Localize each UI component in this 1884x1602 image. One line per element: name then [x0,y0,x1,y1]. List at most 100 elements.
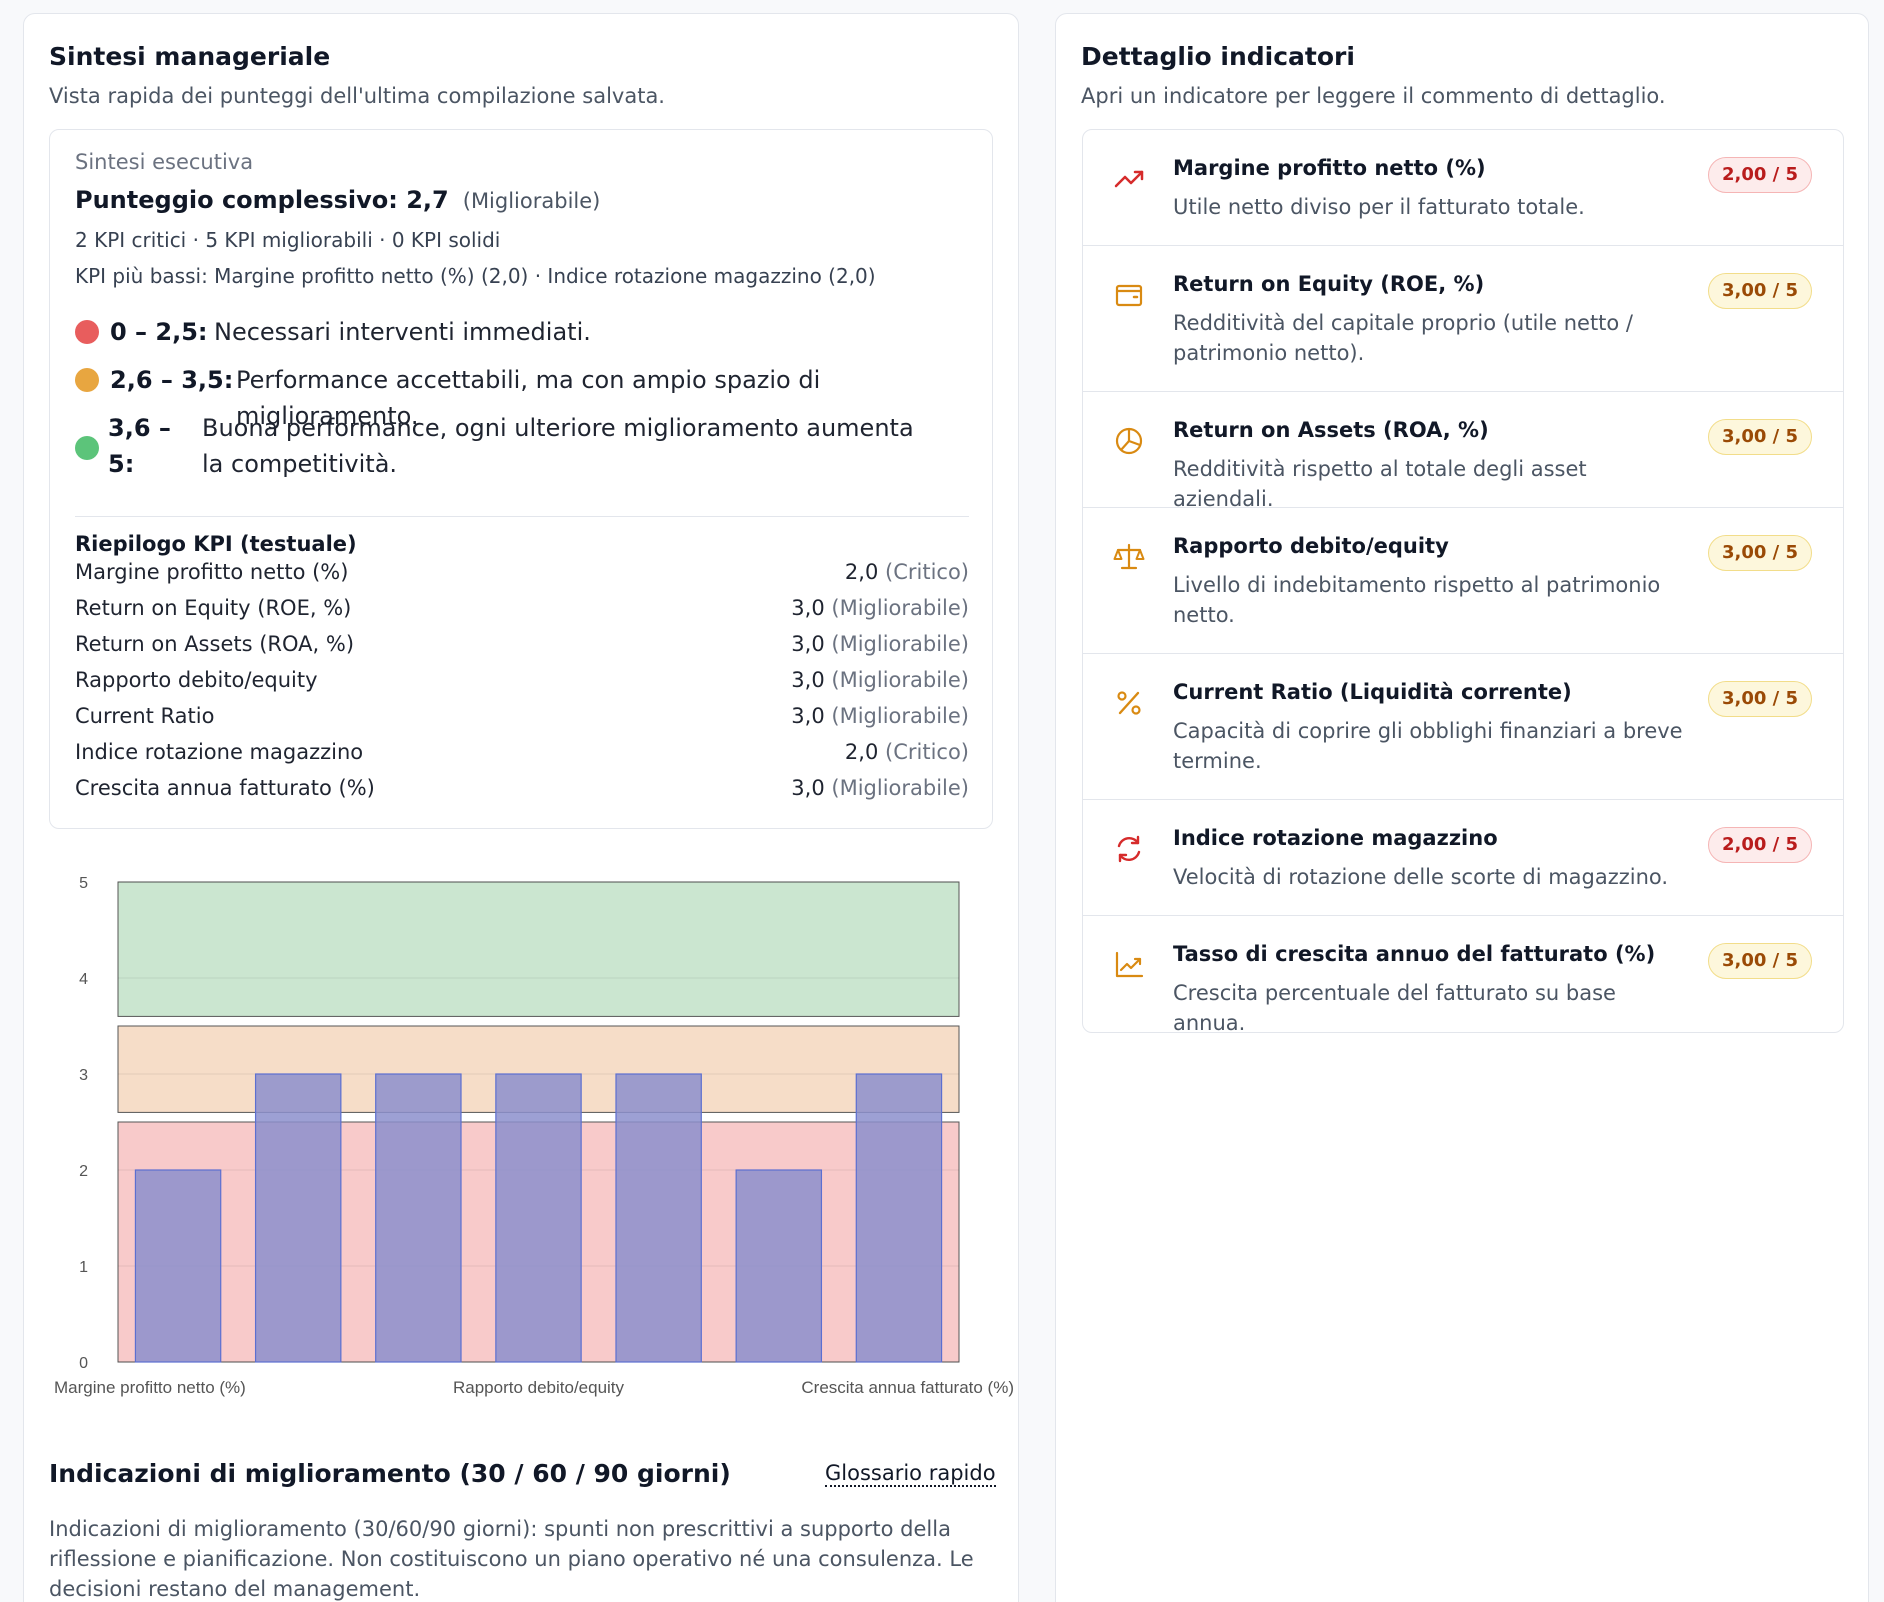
kpi-recap-value: 3,0 (Migliorabile) [791,704,969,728]
indicator-desc: Redditività del capitale proprio (utile … [1173,311,1634,365]
overall-score-tag: (Migliorabile) [462,189,601,213]
kpi-recap-value: 3,0 (Migliorabile) [791,668,969,692]
glossary-link[interactable]: Glossario rapido [825,1461,996,1487]
kpi-recap-row: Return on Assets (ROA, %) 3,0 (Migliorabi… [75,632,969,662]
kpi-recap-name: Indice rotazione magazzino [75,740,364,764]
bar-5 [615,1073,702,1363]
bar-2 [254,1073,342,1363]
legend-text-green: Buona performance, ogni ulteriore miglio… [202,414,914,478]
lowest-kpis: KPI più bassi: Margine profitto netto (%… [75,264,876,288]
indicator-name: Rapporto debito/equity [1173,534,1449,558]
score-badge: 3,00 / 5 [1707,419,1812,455]
bar-6 [735,1169,823,1363]
kpi-recap-row: Indice rotazione magazzino 2,0 (Critico) [75,740,969,770]
kpi-recap-value: 3,0 (Migliorabile) [791,632,969,656]
kpi-recap-name: Rapporto debito/equity [75,668,318,692]
threshold-band-2 [117,881,960,1017]
score-badge: 2,00 / 5 [1707,157,1812,193]
indicator-desc: Capacità di coprire gli obblighi finanzi… [1173,719,1683,773]
kpi-recap-name: Crescita annua fatturato (%) [75,776,375,800]
indicator-desc: Redditività rispetto al totale degli ass… [1173,457,1587,511]
kpi-recap-value: 3,0 (Migliorabile) [791,596,969,620]
detail-card: Dettaglio indicatori Apri un indicatore … [1055,13,1869,1602]
bar-4 [495,1073,582,1363]
indicator-list: Margine profitto netto (%) Utile netto d… [1082,129,1844,1033]
executive-summary-box: Sintesi esecutiva Punteggio complessivo:… [49,129,993,829]
x-category-label: Crescita annua fatturato (%) [801,1378,1014,1397]
indicator-item-roe[interactable]: Return on Equity (ROE, %) Redditività de… [1083,246,1843,392]
kpi-counts: 2 KPI critici · 5 KPI migliorabili · 0 K… [75,228,501,252]
indicator-item-debt-equity[interactable]: Rapporto debito/equity Livello di indebi… [1083,508,1843,654]
summary-subtitle: Vista rapida dei punteggi dell'ultima co… [49,84,665,108]
y-tick-label: 1 [79,1259,88,1276]
indicator-name: Return on Equity (ROE, %) [1173,272,1485,296]
summary-card: Sintesi manageriale Vista rapida dei pun… [23,13,1019,1602]
x-category-label: Rapporto debito/equity [453,1378,625,1397]
kpi-recap-value: 2,0 (Critico) [844,740,969,764]
kpi-recap-name: Return on Assets (ROA, %) [75,632,355,656]
refresh-icon [1117,835,1141,863]
indicator-desc: Livello di indebitamento rispetto al pat… [1173,573,1661,627]
indicator-item-current-ratio[interactable]: Current Ratio (Liquidità corrente) Capac… [1083,654,1843,800]
score-badge: 3,00 / 5 [1707,273,1812,309]
detail-title: Dettaglio indicatori [1081,42,1355,71]
trending-up-icon [1114,170,1144,188]
indicator-item-revenue-growth[interactable]: Tasso di crescita annuo del fatturato (%… [1083,916,1843,1032]
kpi-recap-row: Margine profitto netto (%) 2,0 (Critico) [75,560,969,590]
bar-7 [855,1073,943,1363]
y-tick-label: 4 [79,971,88,988]
score-badge: 3,00 / 5 [1707,535,1812,571]
kpi-recap-value: 2,0 (Critico) [844,560,969,584]
indicator-name: Tasso di crescita annuo del fatturato (%… [1173,942,1656,966]
overall-score: Punteggio complessivo: 2,7 (Migliorabile) [75,186,600,214]
indicator-desc: Utile netto diviso per il fatturato tota… [1173,195,1585,219]
legend-range-orange: 2,6 – 3,5: [110,366,234,394]
legend-range-red: 0 – 2,5: [110,318,208,346]
kpi-recap-value: 3,0 (Migliorabile) [791,776,969,800]
line-chart-icon [1115,951,1144,978]
kpi-recap-name: Return on Equity (ROE, %) [75,596,352,620]
indicator-item-inventory-turnover[interactable]: Indice rotazione magazzino Velocità di r… [1083,800,1843,916]
legend-range-green: 3,6 – 5: [108,414,171,478]
wallet-icon [1115,284,1143,307]
kpi-bar-chart: 0 1 2 3 4 5 Margine profitto netto (%) Rapporto… [54,875,1014,1397]
kpi-recap-row: Current Ratio 3,0 (Migliorabile) [75,704,969,734]
indicator-desc: Velocità di rotazione delle scorte di ma… [1173,865,1669,889]
score-badge: 3,00 / 5 [1707,943,1812,979]
kpi-recap-title: Riepilogo KPI (testuale) [75,532,357,556]
improvement-text: Indicazioni di miglioramento (30/60/90 g… [49,1517,974,1601]
pie-chart-icon [1115,427,1143,455]
y-tick-label: 3 [79,1067,88,1084]
y-tick-label: 0 [79,1355,88,1372]
x-category-label: Margine profitto netto (%) [54,1378,246,1397]
detail-subtitle: Apri un indicatore per leggere il commen… [1081,84,1666,108]
percent-icon [1117,691,1141,715]
bar-3 [375,1073,462,1363]
indicator-item-net-margin[interactable]: Margine profitto netto (%) Utile netto d… [1083,130,1843,246]
overall-score-value: Punteggio complessivo: 2,7 [75,186,449,214]
indicator-desc: Crescita percentuale del fatturato su ba… [1173,981,1616,1033]
bar-1 [134,1169,222,1363]
legend-dot-red [75,320,99,344]
kpi-recap-row: Crescita annua fatturato (%) 3,0 (Miglior… [75,776,969,806]
indicator-name: Current Ratio (Liquidità corrente) [1173,680,1572,704]
summary-title: Sintesi manageriale [49,42,331,71]
legend-dot-green [75,436,99,460]
legend-dot-orange [75,368,99,392]
legend-text-orange: Performance accettabili, ma con ampio sp… [236,366,821,430]
exec-label: Sintesi esecutiva [75,150,254,174]
indicator-name: Return on Assets (ROA, %) [1173,418,1489,442]
y-tick-label: 2 [79,1163,88,1180]
indicator-name: Indice rotazione magazzino [1173,826,1498,850]
indicator-name: Margine profitto netto (%) [1173,156,1486,180]
kpi-recap-name: Margine profitto netto (%) [75,560,349,584]
score-badge: 3,00 / 5 [1707,681,1812,717]
indicator-item-roa[interactable]: Return on Assets (ROA, %) Redditività ri… [1083,392,1843,511]
kpi-recap-name: Current Ratio [75,704,215,728]
improvement-title: Indicazioni di miglioramento (30 / 60 / … [49,1459,731,1488]
scale-icon [1113,543,1145,570]
divider [75,516,969,517]
kpi-recap-row: Rapporto debito/equity 3,0 (Migliorabile) [75,668,969,698]
legend-text-red: Necessari interventi immediati. [214,318,591,346]
y-tick-label: 5 [79,875,88,892]
